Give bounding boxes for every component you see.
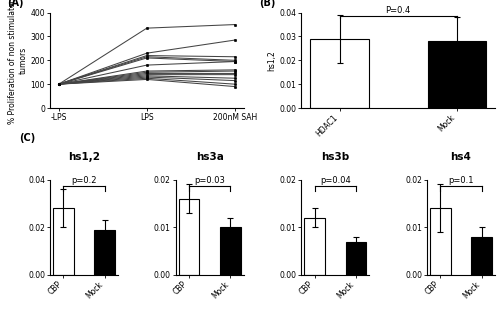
Bar: [428, 41, 486, 108]
Text: p=0.1: p=0.1: [448, 176, 474, 185]
Text: (C): (C): [20, 133, 36, 143]
Text: p=0.2: p=0.2: [71, 176, 96, 185]
Bar: [472, 237, 492, 275]
Title: hs3a: hs3a: [196, 152, 224, 162]
Text: P=0.4: P=0.4: [386, 6, 411, 15]
Bar: [94, 230, 115, 275]
Title: hs4: hs4: [450, 152, 471, 162]
Text: (B): (B): [259, 0, 275, 8]
Text: p=0.03: p=0.03: [194, 176, 225, 185]
Bar: [179, 199, 200, 275]
Bar: [53, 208, 74, 275]
Bar: [430, 208, 450, 275]
Text: (A): (A): [8, 0, 24, 8]
Y-axis label: % Proliferation of non stimulated
tumors: % Proliferation of non stimulated tumors: [8, 0, 28, 124]
Title: hs3b: hs3b: [321, 152, 350, 162]
Bar: [220, 227, 240, 275]
Bar: [346, 241, 366, 275]
Bar: [304, 218, 325, 275]
Text: p=0.04: p=0.04: [320, 176, 350, 185]
Title: hs1,2: hs1,2: [68, 152, 100, 162]
Bar: [310, 39, 369, 108]
Y-axis label: hs1,2: hs1,2: [268, 50, 276, 71]
